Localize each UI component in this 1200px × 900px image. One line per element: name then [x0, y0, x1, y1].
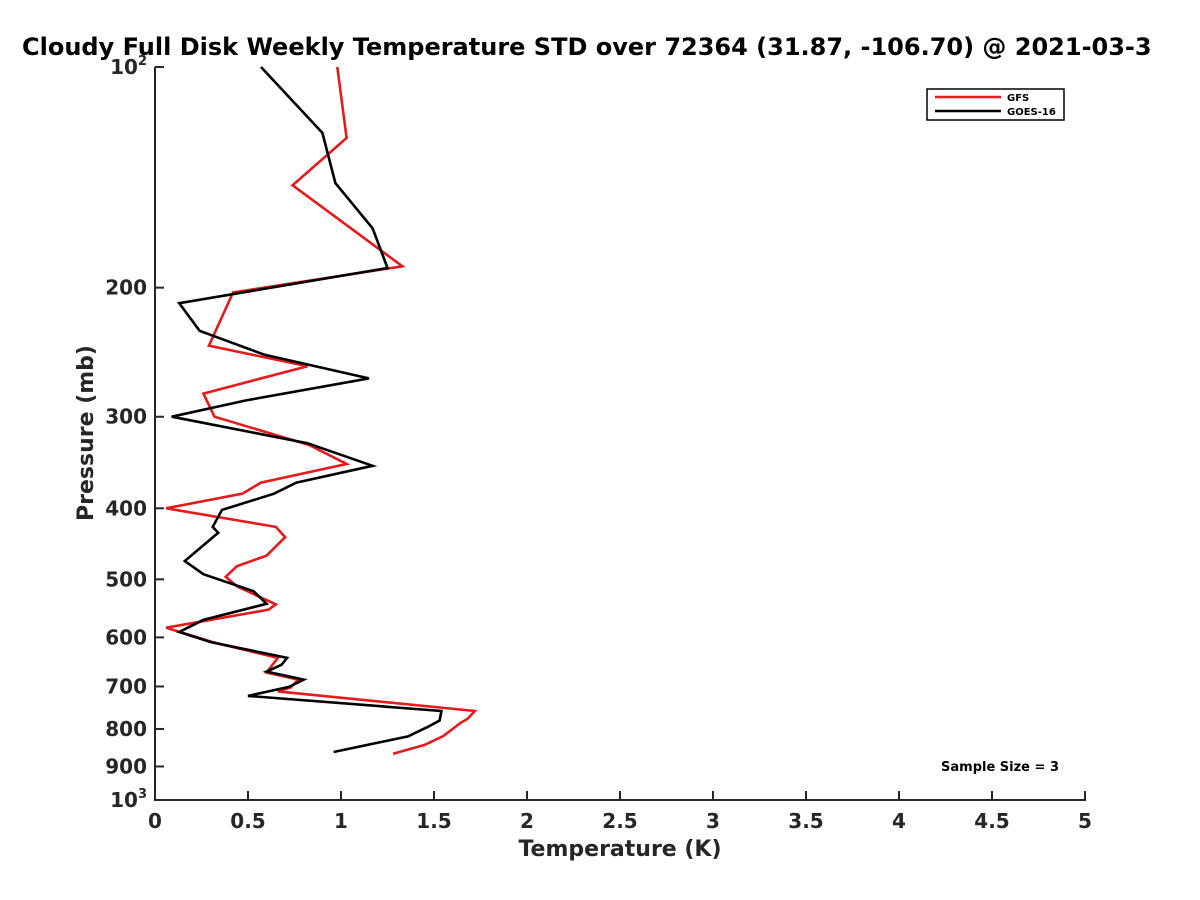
y-tick-label: 500 — [105, 567, 147, 591]
y-tick-label: 700 — [105, 674, 147, 698]
series-line-goes-16 — [171, 66, 443, 754]
x-ticks: 0 0.5 1 1.5 2 2.5 3 3.5 4 4.5 5 — [148, 791, 1092, 833]
y-axis-label: Pressure (mb) — [74, 345, 99, 521]
y-tick-label: 600 — [105, 625, 147, 649]
chart-title: Cloudy Full Disk Weekly Temperature STD … — [22, 33, 1152, 61]
x-tick-label: 1 — [334, 809, 348, 833]
y-tick-label: 400 — [105, 496, 147, 520]
series-line-gfs — [165, 66, 478, 756]
x-tick-label: 3.5 — [788, 809, 823, 833]
sample-size-annotation: Sample Size = 3 — [941, 760, 1059, 775]
legend-box — [926, 88, 1065, 121]
x-tick-label: 0 — [148, 809, 162, 833]
x-tick-label: 2 — [520, 809, 534, 833]
y-tick-label: 200 — [105, 276, 147, 300]
y-tick-label: 102 — [110, 54, 147, 79]
legend-label-goes-16: GOES-16 — [1007, 107, 1056, 118]
x-tick-label: 5 — [1078, 809, 1092, 833]
x-tick-label: 4 — [892, 809, 906, 833]
x-axis-label: Temperature (K) — [518, 837, 721, 862]
y-ticks: 102 200 300 400 500 600 700 800 900 103 — [105, 54, 164, 812]
y-tick-label: 900 — [105, 754, 147, 778]
y-tick-label: 103 — [110, 787, 147, 812]
y-tick-label: 300 — [105, 405, 147, 429]
y-tick-label: 800 — [105, 717, 147, 741]
x-tick-label: 1.5 — [416, 809, 451, 833]
x-tick-label: 3 — [706, 809, 720, 833]
x-tick-label: 0.5 — [230, 809, 265, 833]
series-layer — [165, 66, 478, 756]
legend: GFS GOES-16 — [926, 88, 1065, 121]
x-tick-label: 2.5 — [602, 809, 637, 833]
x-tick-label: 4.5 — [974, 809, 1009, 833]
legend-label-gfs: GFS — [1007, 93, 1029, 104]
